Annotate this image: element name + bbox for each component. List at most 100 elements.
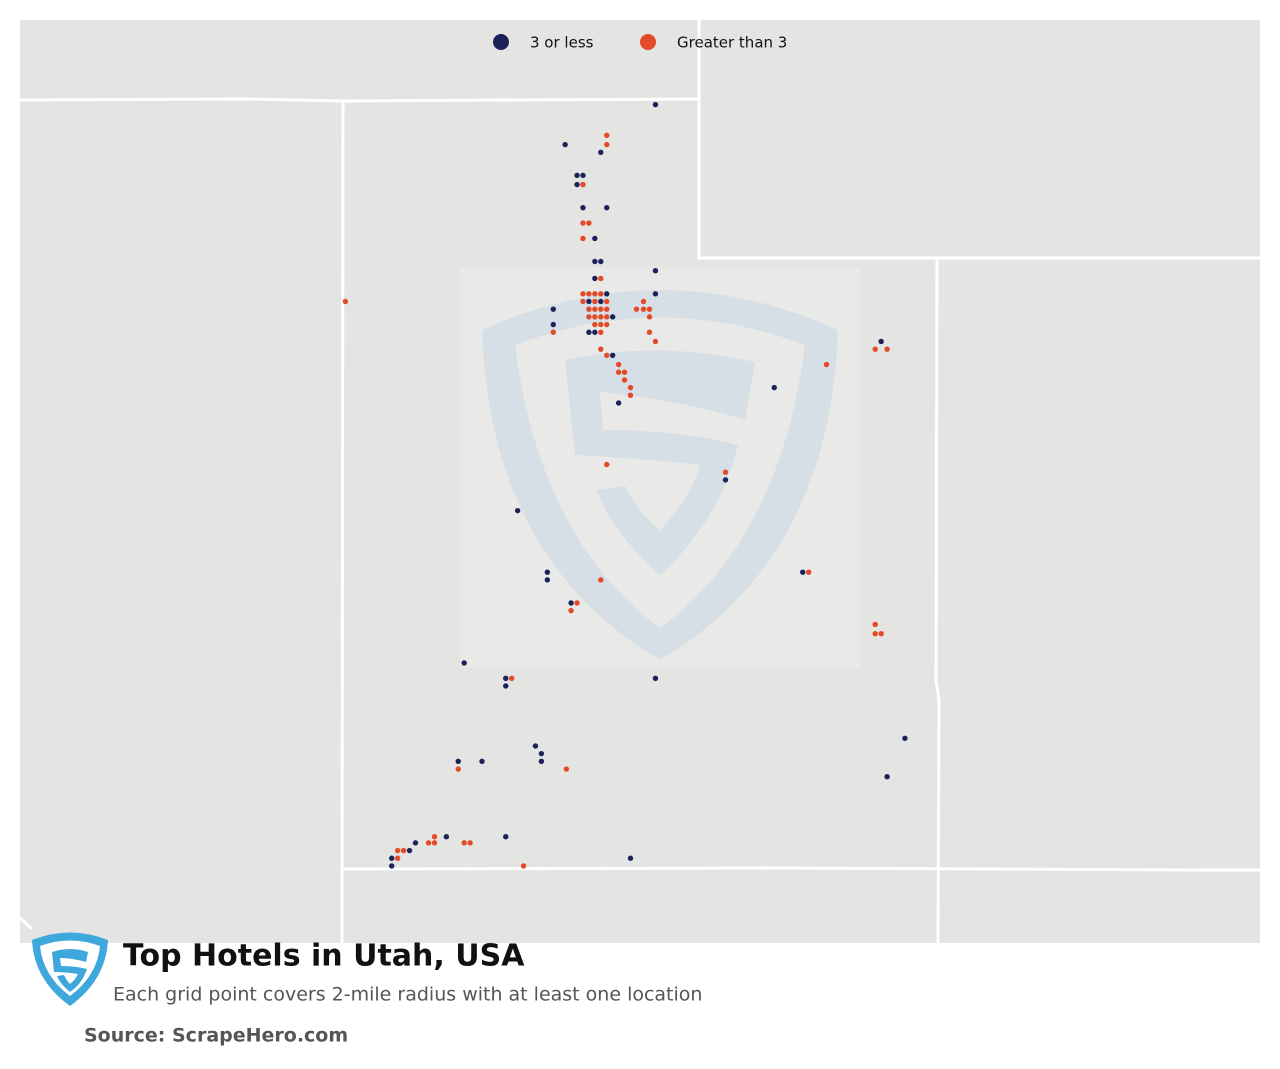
location-dot bbox=[652, 268, 659, 274]
location-dot bbox=[574, 181, 580, 188]
location-dot bbox=[902, 735, 908, 741]
location-dot bbox=[592, 258, 598, 265]
location-dot bbox=[580, 181, 586, 188]
location-dot bbox=[586, 306, 592, 312]
location-dot bbox=[532, 743, 539, 749]
location-dot bbox=[771, 384, 777, 391]
location-dot bbox=[598, 321, 604, 328]
location-dot bbox=[574, 600, 580, 606]
location-dot bbox=[586, 220, 592, 226]
location-dot bbox=[586, 298, 592, 305]
location-dot bbox=[646, 329, 653, 335]
location-dot bbox=[431, 834, 438, 840]
location-dot bbox=[580, 235, 586, 242]
location-dot bbox=[722, 477, 729, 483]
location-dot bbox=[563, 766, 570, 772]
location-dot bbox=[550, 329, 556, 335]
location-dot bbox=[609, 352, 616, 359]
location-dot bbox=[598, 291, 604, 297]
location-dot bbox=[646, 306, 653, 312]
location-dot bbox=[627, 855, 634, 861]
location-dot bbox=[652, 338, 659, 345]
location-dot bbox=[544, 577, 551, 583]
location-dot bbox=[467, 840, 473, 846]
legend-label: 3 or less bbox=[530, 34, 594, 52]
location-dot bbox=[878, 338, 884, 345]
location-dot bbox=[872, 621, 878, 628]
location-dot bbox=[580, 220, 586, 226]
location-dot bbox=[544, 569, 551, 575]
location-dot bbox=[538, 750, 545, 757]
location-dot bbox=[443, 834, 450, 840]
location-dot bbox=[604, 461, 610, 468]
location-dot bbox=[580, 291, 586, 297]
location-dot bbox=[604, 298, 610, 305]
location-dot bbox=[412, 840, 419, 846]
location-dot bbox=[604, 306, 610, 312]
location-dot bbox=[431, 840, 438, 846]
location-dot bbox=[640, 306, 647, 312]
legend-swatch bbox=[493, 34, 509, 50]
location-dot bbox=[652, 101, 659, 108]
location-dot bbox=[503, 834, 509, 840]
location-dot bbox=[604, 204, 610, 211]
location-dot bbox=[574, 172, 580, 179]
location-dot bbox=[884, 774, 890, 780]
location-dot bbox=[389, 855, 395, 861]
location-dot bbox=[562, 141, 568, 148]
location-dot bbox=[479, 758, 485, 765]
location-dot bbox=[400, 847, 407, 854]
location-dot bbox=[503, 675, 509, 681]
location-dot bbox=[604, 291, 610, 297]
location-dot bbox=[389, 863, 395, 869]
location-dot bbox=[394, 855, 401, 861]
location-dot bbox=[592, 291, 598, 297]
location-dot bbox=[615, 400, 622, 406]
location-dot bbox=[598, 314, 604, 320]
location-dot bbox=[872, 630, 878, 637]
location-dot bbox=[652, 675, 659, 681]
subtitle: Each grid point covers 2-mile radius wit… bbox=[113, 984, 702, 1006]
location-dot bbox=[627, 392, 634, 398]
source: Source: ScrapeHero.com bbox=[84, 1025, 348, 1047]
dots bbox=[342, 101, 908, 869]
location-dot bbox=[598, 306, 604, 312]
location-dot bbox=[455, 758, 461, 765]
location-dot bbox=[609, 314, 616, 320]
watermark bbox=[460, 268, 860, 668]
location-dot bbox=[615, 369, 622, 375]
location-dot bbox=[598, 149, 604, 155]
legend: 3 or less Greater than 3 bbox=[493, 34, 787, 52]
location-dot bbox=[461, 840, 467, 846]
location-dot bbox=[800, 569, 806, 575]
location-dot bbox=[884, 346, 890, 352]
location-dot bbox=[652, 291, 659, 297]
location-dot bbox=[580, 298, 586, 305]
location-dot bbox=[592, 306, 598, 312]
location-dot bbox=[586, 291, 592, 297]
location-dot bbox=[598, 298, 604, 305]
location-dot bbox=[604, 314, 610, 320]
location-dot bbox=[586, 314, 592, 320]
location-dot bbox=[592, 321, 598, 328]
location-dot bbox=[615, 361, 622, 368]
location-dot bbox=[722, 469, 729, 475]
legend-label: Greater than 3 bbox=[677, 34, 787, 52]
location-dot bbox=[872, 346, 878, 352]
location-dot bbox=[878, 630, 884, 637]
location-dot bbox=[580, 172, 586, 179]
location-dot bbox=[592, 329, 598, 335]
location-dot bbox=[621, 369, 628, 375]
location-dot bbox=[592, 275, 598, 282]
location-dot bbox=[425, 840, 432, 846]
location-dot bbox=[455, 766, 461, 772]
location-dot bbox=[640, 298, 647, 305]
location-dot bbox=[520, 863, 527, 869]
location-dot bbox=[598, 258, 604, 265]
location-dot bbox=[586, 329, 592, 335]
location-dot bbox=[550, 321, 556, 328]
location-dot bbox=[598, 577, 604, 583]
location-dot bbox=[508, 675, 515, 681]
location-dot bbox=[394, 847, 401, 854]
